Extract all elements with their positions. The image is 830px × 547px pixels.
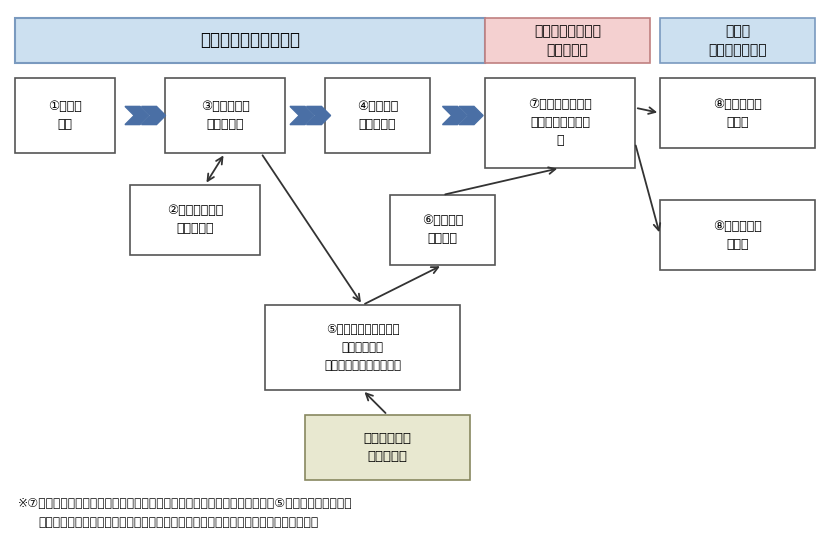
- Bar: [325, 78, 430, 153]
- Text: ③課税・非課
税情報確認: ③課税・非課 税情報確認: [201, 100, 249, 131]
- Bar: [660, 200, 815, 270]
- Polygon shape: [306, 107, 330, 125]
- Polygon shape: [290, 107, 314, 125]
- Bar: [390, 195, 495, 265]
- Text: ⑧課税＝不支
給決定: ⑧課税＝不支 給決定: [713, 97, 762, 129]
- Text: ④課税世帯
リスト作成: ④課税世帯 リスト作成: [357, 100, 398, 131]
- Text: 仙台市（給付金担当）: 仙台市（給付金担当）: [200, 32, 300, 49]
- Bar: [165, 78, 285, 153]
- Text: ※⑦不支給とすべき世帯のリストの給付金管理システムへのデータ反映は、⑤の給付金管理システ: ※⑦不支給とすべき世帯のリストの給付金管理システムへのデータ反映は、⑤の給付金管…: [18, 497, 353, 510]
- Text: 仙台市
（給付金担当）: 仙台市 （給付金担当）: [708, 24, 767, 57]
- Polygon shape: [459, 107, 483, 125]
- Bar: [485, 18, 650, 63]
- Text: ②他市区町村へ
税情報照会: ②他市区町村へ 税情報照会: [167, 205, 223, 236]
- Text: 入力審査処理
委託事業者: 入力審査処理 委託事業者: [364, 432, 412, 463]
- Bar: [485, 78, 635, 168]
- Text: ムへの口座情報等の入力処理が行われないとできないシステムの仕様となっている。: ムへの口座情報等の入力処理が行われないとできないシステムの仕様となっている。: [38, 516, 318, 529]
- Text: ⑥入力処理
完了報告: ⑥入力処理 完了報告: [422, 214, 463, 246]
- Bar: [660, 18, 815, 63]
- Text: ⑦給付金管理シス
テムへのリスト反
映: ⑦給付金管理シス テムへのリスト反 映: [528, 98, 592, 148]
- Bar: [130, 185, 260, 255]
- Polygon shape: [125, 107, 149, 125]
- Bar: [660, 78, 815, 148]
- Polygon shape: [141, 107, 166, 125]
- Bar: [265, 305, 460, 390]
- Text: ⑤給付金管理システム
への入力処理
（処理日・口座情報等）: ⑤給付金管理システム への入力処理 （処理日・口座情報等）: [324, 323, 401, 372]
- Text: システム運用保守
委託事業者: システム運用保守 委託事業者: [534, 24, 601, 57]
- Bar: [305, 415, 470, 480]
- Bar: [15, 78, 115, 153]
- Polygon shape: [442, 107, 466, 125]
- Text: ①申請書
受領: ①申請書 受領: [48, 100, 82, 131]
- Bar: [15, 18, 485, 63]
- Text: ⑧非課税＝支
給決定: ⑧非課税＝支 給決定: [713, 219, 762, 251]
